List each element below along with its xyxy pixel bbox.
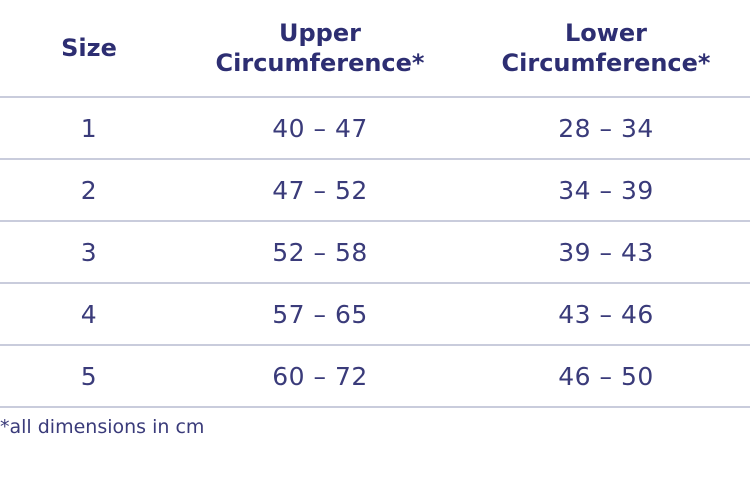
table-row: 4 57 – 65 43 – 46 xyxy=(0,284,750,346)
table-row: 3 52 – 58 39 – 43 xyxy=(0,222,750,284)
upper-circumference-cell: 47 – 52 xyxy=(272,175,368,205)
header-size: Size xyxy=(0,0,178,96)
lower-circumference-cell: 43 – 46 xyxy=(558,299,654,329)
header-upper-circumference: Upper Circumference* xyxy=(178,0,462,96)
size-cell: 2 xyxy=(80,175,98,205)
footnote: *all dimensions in cm xyxy=(0,416,205,438)
size-table: Size Upper Circumference* Lower Circumfe… xyxy=(0,0,750,408)
upper-circumference-cell: 57 – 65 xyxy=(272,299,368,329)
lower-circumference-cell: 34 – 39 xyxy=(558,175,654,205)
size-cell: 3 xyxy=(80,237,98,267)
table-header-row: Size Upper Circumference* Lower Circumfe… xyxy=(0,0,750,98)
header-lower-line-2: Circumference* xyxy=(501,49,711,77)
table-row: 1 40 – 47 28 – 34 xyxy=(0,98,750,160)
table-row: 2 47 – 52 34 – 39 xyxy=(0,160,750,222)
lower-circumference-cell: 39 – 43 xyxy=(558,237,654,267)
upper-circumference-cell: 60 – 72 xyxy=(272,361,368,391)
table-row: 5 60 – 72 46 – 50 xyxy=(0,346,750,408)
size-cell: 1 xyxy=(80,113,98,143)
upper-circumference-cell: 52 – 58 xyxy=(272,237,368,267)
size-cell: 5 xyxy=(80,361,98,391)
header-upper-line-1: Upper xyxy=(279,19,361,47)
lower-circumference-cell: 28 – 34 xyxy=(558,113,654,143)
header-upper-line-2: Circumference* xyxy=(215,49,425,77)
header-size-label: Size xyxy=(61,34,117,62)
header-lower-line-1: Lower xyxy=(564,19,648,47)
size-cell: 4 xyxy=(80,299,98,329)
lower-circumference-cell: 46 – 50 xyxy=(558,361,654,391)
header-lower-circumference: Lower Circumference* xyxy=(462,0,750,96)
upper-circumference-cell: 40 – 47 xyxy=(272,113,368,143)
